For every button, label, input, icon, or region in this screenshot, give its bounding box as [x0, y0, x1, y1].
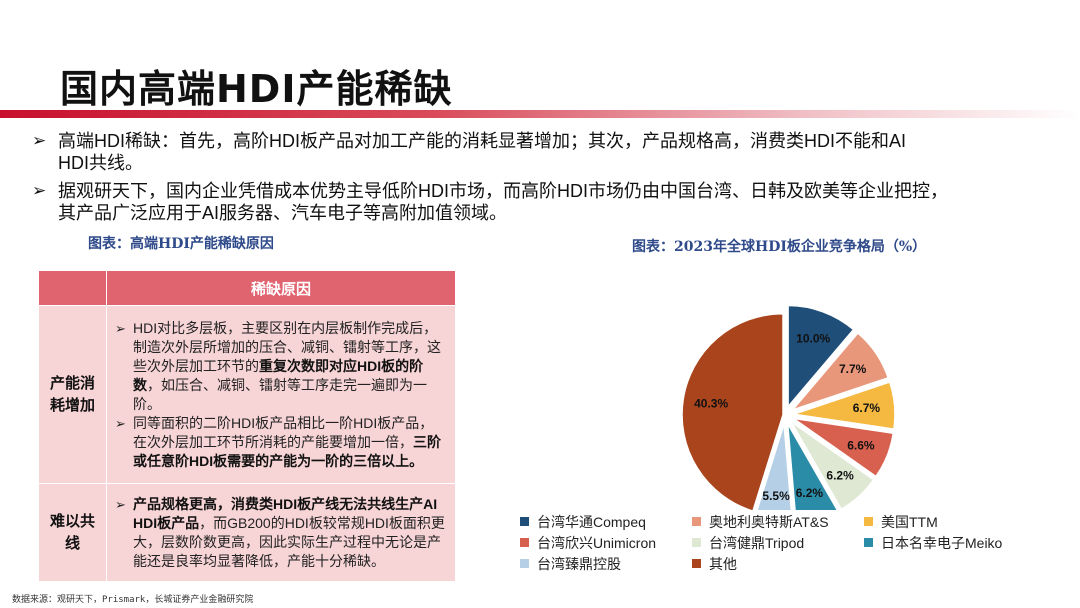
row-content: ➢ HDI对比多层板，主要区别在内层板制作完成后，制造次外层所增加的压合、减铜、…: [106, 305, 456, 484]
bullet-line: HDI共线。: [58, 153, 143, 173]
bullet-line: 高端HDI稀缺：首先，高阶HDI板产品对加工产能的消耗显著增加；其次，产品规格高…: [58, 131, 906, 151]
table-header-row: 稀缺原因: [38, 270, 456, 306]
legend-label: 台湾健鼎Tripod: [709, 534, 805, 551]
row-label: 难以共 线: [38, 483, 107, 582]
legend-label: 日本名幸电子Meiko: [881, 534, 1003, 551]
legend-swatch: [520, 538, 529, 547]
table-header: 稀缺原因: [106, 270, 456, 306]
legend-item: 其他: [692, 554, 864, 574]
item-bold-text: 重复次数即对应HDI板的阶数: [133, 357, 424, 393]
list-item: ➢ HDI对比多层板，主要区别在内层板制作完成后，制造次外层所增加的压合、减铜、…: [113, 319, 447, 414]
pie-slice: [681, 312, 784, 513]
legend-row: 台湾臻鼎控股 其他: [520, 553, 1060, 574]
arrow-bullet-icon: ➢: [32, 181, 47, 200]
item-text: ，如压合、减铜、镭射等工序走完一遍即为一阶。: [133, 376, 427, 412]
legend-label: 台湾臻鼎控股: [537, 555, 621, 572]
item-bold-text: 产品规格更高，消费类HDI板产线无法共线生产AI HDI板产品: [133, 495, 438, 531]
legend-label: 台湾欣兴Unimicron: [537, 534, 657, 551]
item-text: HDI对比多层板，主要区别在内层板制作完成后，制造次外层所增加的压合、减铜、镭射…: [133, 319, 441, 374]
item-bold-text: 三阶或任意阶HDI板需要的产能为一阶的三倍以上。: [133, 433, 441, 469]
chart-caption: 图表：2023年全球HDI板企业竞争格局（%）: [632, 239, 927, 255]
table-row: 难以共 线 ➢ 产品规格更高，消费类HDI板产线无法共线生产AI HDI板产品，…: [38, 483, 456, 582]
bullet-item: ➢ 据观研天下，国内企业凭借成本优势主导低阶HDI市场，而高阶HDI市场仍由中国…: [32, 180, 1052, 224]
title-underline: [0, 110, 1080, 118]
legend-label: 其他: [709, 555, 737, 572]
row-label: 产能消 耗增加: [38, 305, 107, 484]
row-label-line: 线: [64, 534, 80, 552]
pie-slice: [793, 381, 896, 430]
legend-row: 台湾欣兴Unimicron 台湾健鼎Tripod 日本名幸电子Meiko: [520, 532, 1060, 553]
pie-slice: [787, 304, 855, 409]
item-text: ，而GB200的HDI板较常规HDI板面积更大，层数阶数更高，因此实际生产过程中…: [133, 514, 445, 569]
legend-swatch: [692, 538, 701, 547]
pie-chart-container: 10.0% 7.7% 6.7% 6.6% 6.2% 6.2% 5.5% 40.3%: [500, 260, 1060, 526]
list-item: ➢ 产品规格更高，消费类HDI板产线无法共线生产AI HDI板产品，而GB200…: [113, 495, 447, 571]
row-content: ➢ 产品规格更高，消费类HDI板产线无法共线生产AI HDI板产品，而GB200…: [106, 483, 456, 582]
list-item: ➢ 同等面积的二阶HDI板产品相比一阶HDI板产品，在次外层加工环节所消耗的产能…: [113, 414, 447, 471]
legend-item: 奥地利奥特斯AT&S: [692, 512, 864, 532]
pie-slice: [790, 421, 875, 511]
legend-item: 台湾欣兴Unimicron: [520, 533, 692, 553]
legend-swatch: [692, 559, 701, 568]
bullet-item: ➢ 高端HDI稀缺：首先，高阶HDI板产品对加工产能的消耗显著增加；其次，产品规…: [32, 130, 1052, 174]
page-title: 国内高端HDI产能稀缺: [60, 67, 453, 111]
row-label-line: 产能消: [49, 374, 95, 392]
slice-data-label: 7.7%: [839, 362, 867, 376]
slice-data-label: 6.6%: [847, 438, 875, 452]
chart-legend: 台湾华通Compeq 奥地利奥特斯AT&S 美国TTM 台湾欣兴Unimicron 台湾…: [520, 511, 1060, 574]
legend-swatch: [864, 538, 873, 547]
table-row: 产能消 耗增加 ➢ HDI对比多层板，主要区别在内层板制作完成后，制造次外层所增…: [38, 305, 456, 484]
legend-swatch: [864, 517, 873, 526]
source-note: 数据来源：观研天下，Prismark，长城证券产业金融研究院: [12, 595, 254, 605]
legend-item: 台湾华通Compeq: [520, 512, 692, 532]
legend-row: 台湾华通Compeq 奥地利奥特斯AT&S 美国TTM: [520, 511, 1060, 532]
bullet-line: 据观研天下，国内企业凭借成本优势主导低阶HDI市场，而高阶HDI市场仍由中国台湾…: [58, 181, 948, 201]
reason-table: 稀缺原因 产能消 耗增加 ➢ HDI对比多层板，主要区别在内层板制作完成后，制造…: [38, 270, 456, 582]
arrow-bullet-icon: ➢: [115, 415, 126, 431]
pie-slice: [790, 331, 890, 412]
legend-item: 台湾健鼎Tripod: [692, 533, 864, 553]
table-header-empty: [38, 270, 107, 306]
legend-swatch: [520, 517, 529, 526]
slice-data-label: 6.7%: [853, 401, 881, 415]
slice-data-label: 6.2%: [796, 486, 824, 500]
row-label-line: 难以共: [49, 512, 95, 530]
arrow-bullet-icon: ➢: [115, 320, 126, 336]
legend-label: 美国TTM: [881, 513, 938, 530]
legend-item: 日本名幸电子Meiko: [864, 533, 1014, 553]
arrow-bullet-icon: ➢: [32, 131, 47, 150]
legend-label: 奥地利奥特斯AT&S: [709, 513, 829, 530]
pie-slice: [792, 417, 895, 478]
pie-chart: 10.0% 7.7% 6.7% 6.6% 6.2%6.2% 5.5% 40.3%: [681, 304, 896, 526]
legend-label: 台湾华通Compeq: [537, 513, 646, 530]
legend-item: 美国TTM: [864, 512, 1014, 532]
slice-data-label: 5.5%: [762, 489, 790, 503]
slice-data-label: 40.3%: [694, 397, 728, 411]
bullet-line: 其产品广泛应用于AI服务器、汽车电子等高附加值领域。: [58, 203, 508, 223]
table-caption: 图表：高端HDI产能稀缺原因: [88, 236, 274, 252]
legend-swatch: [692, 517, 701, 526]
row-label-line: 耗增加: [49, 396, 95, 414]
arrow-bullet-icon: ➢: [115, 496, 126, 512]
slice-data-label: 10.0%: [796, 331, 830, 345]
legend-item: 台湾臻鼎控股: [520, 554, 692, 574]
item-text: 同等面积的二阶HDI板产品相比一阶HDI板产品，在次外层加工环节所消耗的产能要增…: [133, 414, 434, 450]
slice-data-label: 6.2%: [826, 468, 854, 482]
summary-bullets: ➢ 高端HDI稀缺：首先，高阶HDI板产品对加工产能的消耗显著增加；其次，产品规…: [32, 130, 1052, 224]
legend-swatch: [520, 559, 529, 568]
